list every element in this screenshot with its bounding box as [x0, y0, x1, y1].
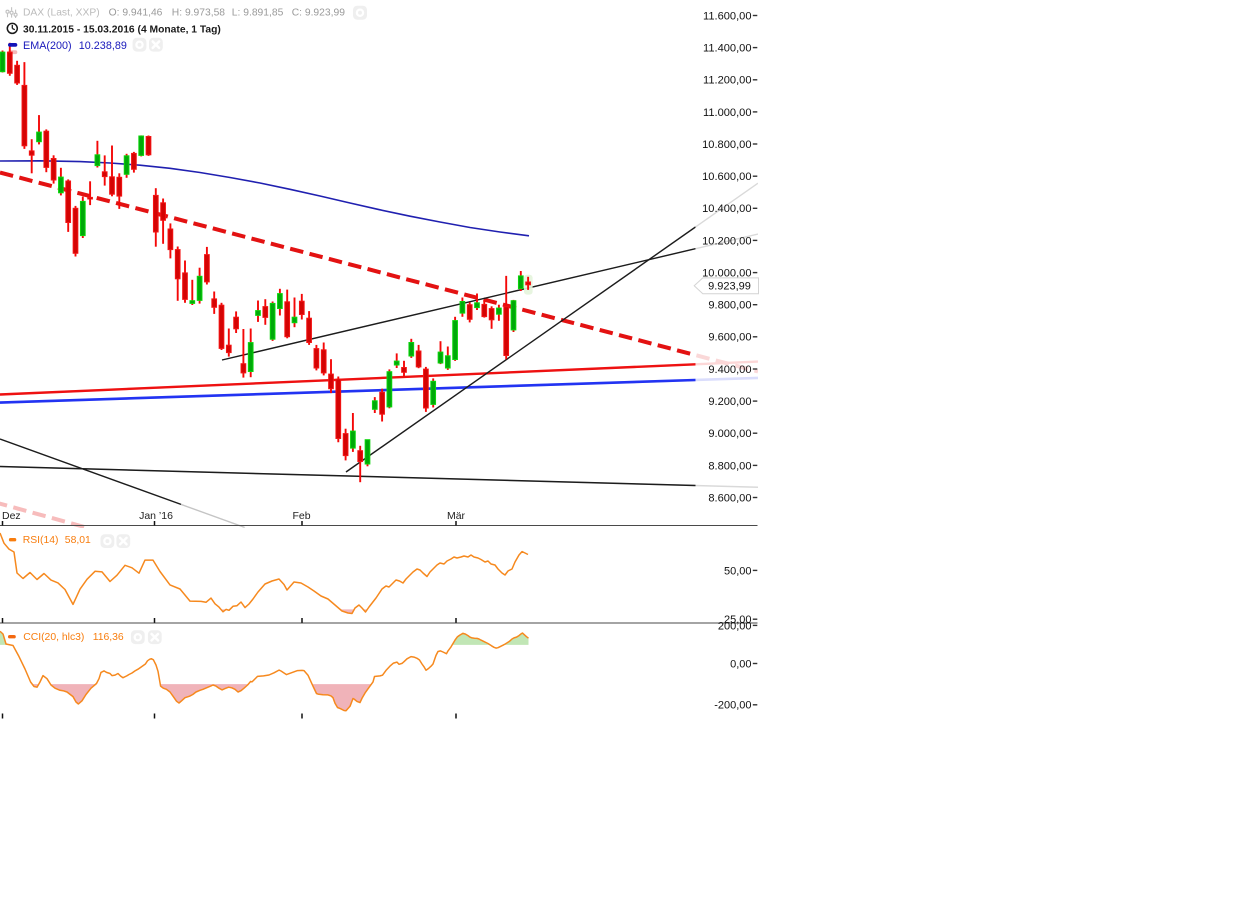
svg-text:10.800,00: 10.800,00: [702, 139, 751, 151]
svg-text:9.000,00: 9.000,00: [708, 428, 751, 440]
svg-text:0,00: 0,00: [730, 658, 751, 670]
svg-text:116,36: 116,36: [93, 632, 124, 643]
svg-text:11.200,00: 11.200,00: [703, 75, 752, 87]
svg-text:9.800,00: 9.800,00: [708, 300, 751, 312]
svg-text:Jan ’16: Jan ’16: [139, 510, 173, 522]
svg-text:9.400,00: 9.400,00: [708, 364, 751, 376]
svg-text:-200,00: -200,00: [714, 700, 751, 712]
svg-text:9.600,00: 9.600,00: [708, 332, 751, 344]
svg-text:EMA(200): EMA(200): [23, 40, 72, 52]
svg-text:L: 9.891,85: L: 9.891,85: [232, 8, 284, 19]
svg-text:H: 9.973,58: H: 9.973,58: [172, 8, 226, 19]
svg-text:11.000,00: 11.000,00: [703, 107, 752, 119]
svg-text:58,01: 58,01: [65, 535, 91, 546]
svg-text:50,00: 50,00: [724, 565, 752, 577]
svg-text:8.800,00: 8.800,00: [708, 460, 751, 472]
svg-text:10.600,00: 10.600,00: [702, 171, 751, 183]
svg-text:C: 9.923,99: C: 9.923,99: [292, 8, 346, 19]
svg-text:10.400,00: 10.400,00: [702, 203, 751, 215]
svg-text:11.600,00: 11.600,00: [703, 10, 752, 22]
svg-text:CCI(20, hlc3): CCI(20, hlc3): [23, 632, 84, 643]
svg-text:30.11.2015 - 15.03.2016 (4 Mon: 30.11.2015 - 15.03.2016 (4 Monate, 1 Tag…: [23, 25, 221, 36]
svg-text:Dez: Dez: [2, 510, 21, 522]
svg-text:200,00: 200,00: [718, 620, 752, 632]
svg-text:9.923,99: 9.923,99: [708, 281, 751, 293]
svg-text:11.400,00: 11.400,00: [703, 43, 752, 55]
svg-text:10.200,00: 10.200,00: [702, 235, 751, 247]
svg-text:10.000,00: 10.000,00: [702, 268, 751, 280]
svg-text:O: 9.941,46: O: 9.941,46: [109, 8, 163, 19]
svg-text:25,00: 25,00: [724, 614, 752, 626]
svg-text:Feb: Feb: [292, 510, 310, 522]
svg-text:Mär: Mär: [447, 510, 466, 522]
svg-text:9.200,00: 9.200,00: [708, 396, 751, 408]
svg-text:DAX (Last, XXP): DAX (Last, XXP): [23, 8, 100, 19]
svg-text:RSI(14): RSI(14): [23, 535, 59, 546]
svg-text:10.238,89: 10.238,89: [79, 40, 127, 52]
svg-text:8.600,00: 8.600,00: [708, 492, 751, 504]
